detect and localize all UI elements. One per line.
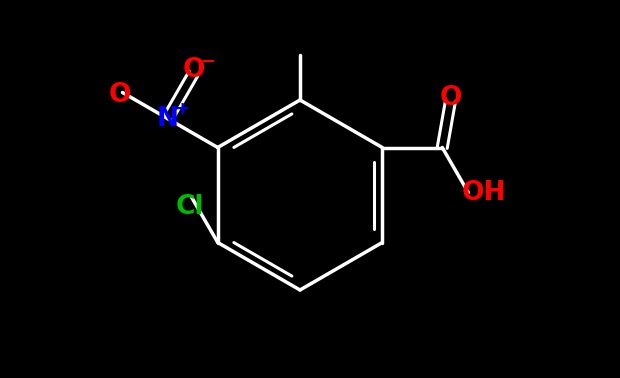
Text: −: −	[200, 53, 215, 70]
Text: O: O	[440, 85, 462, 111]
Text: O: O	[108, 82, 131, 107]
Text: +: +	[174, 99, 189, 118]
Text: O: O	[182, 57, 205, 84]
Text: N: N	[156, 105, 179, 132]
Text: OH: OH	[462, 180, 507, 206]
Text: Cl: Cl	[175, 194, 204, 220]
